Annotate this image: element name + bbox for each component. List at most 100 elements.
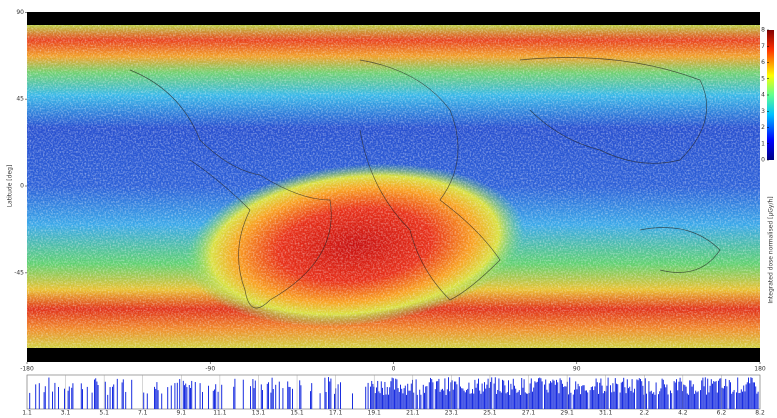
count-bar [383, 395, 384, 409]
count-bar [218, 392, 219, 409]
count-bar [539, 378, 540, 409]
count-bar [381, 381, 382, 409]
count-bar [420, 395, 421, 409]
count-bar [615, 378, 616, 409]
colorbar-tick-label: 4 [761, 92, 765, 99]
count-bar [390, 381, 391, 409]
count-bar [255, 381, 256, 409]
count-bar [558, 393, 559, 409]
count-bar [449, 391, 450, 409]
count-bar [39, 383, 40, 409]
count-bar [519, 390, 520, 409]
count-bar [750, 377, 751, 409]
count-bar [250, 386, 251, 409]
count-bar [634, 389, 635, 409]
count-bar [621, 383, 622, 409]
count-bar [616, 384, 617, 409]
count-bar [689, 380, 690, 409]
count-bar [617, 384, 618, 409]
count-bar [681, 382, 682, 409]
date-label: 15.1 [290, 410, 304, 417]
count-bar [503, 381, 504, 409]
count-bar [646, 394, 647, 409]
count-bar [542, 381, 543, 409]
colorbar-label: Integrated dose normalised [μGy/h] [768, 196, 775, 303]
count-bar [599, 383, 600, 409]
count-bar [753, 382, 754, 409]
count-bar [407, 384, 408, 409]
count-bar [404, 388, 405, 409]
count-bar [402, 393, 403, 409]
count-bar [462, 389, 463, 409]
count-bar [474, 380, 475, 409]
date-label: 3.1 [61, 410, 71, 417]
count-bar [578, 384, 579, 409]
count-bar [290, 387, 291, 409]
count-bar [447, 389, 448, 409]
count-bar [687, 393, 688, 409]
count-bar [556, 380, 557, 409]
count-bar [526, 394, 527, 409]
count-bar [429, 382, 430, 409]
count-bar [652, 394, 653, 409]
count-bar [58, 387, 59, 409]
count-bar [214, 390, 215, 409]
count-bar [419, 390, 420, 409]
count-bar [267, 384, 268, 409]
count-bar [714, 382, 715, 409]
count-bar [71, 388, 72, 409]
count-bar [452, 380, 453, 409]
count-bar [653, 392, 654, 409]
count-bar [410, 391, 411, 409]
x-tick-label: 0 [392, 366, 396, 373]
count-bar [716, 381, 717, 409]
count-bar [545, 379, 546, 409]
count-bar [470, 394, 471, 409]
count-bar [743, 386, 744, 409]
count-bar [183, 381, 184, 409]
count-bar [724, 386, 725, 409]
count-bar [755, 386, 756, 409]
colorbar-tick-label: 1 [761, 140, 765, 147]
count-bar [671, 393, 672, 409]
count-bar [674, 381, 675, 409]
count-bar [696, 392, 697, 409]
count-bar [665, 387, 666, 409]
count-bar [98, 385, 99, 409]
count-bar [592, 386, 593, 409]
count-bar [208, 386, 209, 409]
count-bar [650, 392, 651, 409]
count-bar [467, 389, 468, 409]
count-bar [112, 387, 113, 409]
count-bar [376, 387, 377, 409]
count-bar [92, 393, 93, 409]
count-bar [606, 386, 607, 409]
count-bar [531, 378, 532, 409]
count-bar [502, 380, 503, 409]
count-bar [737, 377, 738, 409]
count-bar [494, 384, 495, 409]
count-bar [576, 389, 577, 409]
count-bar [81, 383, 82, 409]
count-bar [603, 393, 604, 409]
count-bar [435, 389, 436, 409]
count-bar [471, 393, 472, 409]
count-bar [704, 386, 705, 409]
count-bar [94, 380, 95, 409]
count-bar [636, 379, 637, 409]
count-bar [736, 392, 737, 409]
colorbar-tick-label: 5 [761, 75, 765, 82]
count-bar [663, 380, 664, 409]
date-label: 7.1 [138, 410, 148, 417]
no-data-bottom [27, 348, 760, 362]
count-bar [270, 393, 271, 409]
count-bar [698, 391, 699, 409]
count-bar [748, 378, 749, 409]
count-bar [569, 377, 570, 409]
count-bar [632, 379, 633, 409]
count-bar [732, 392, 733, 409]
count-bar [701, 380, 702, 409]
count-bar [431, 379, 432, 409]
date-label: 9.1 [177, 410, 187, 417]
count-bar [488, 379, 489, 409]
